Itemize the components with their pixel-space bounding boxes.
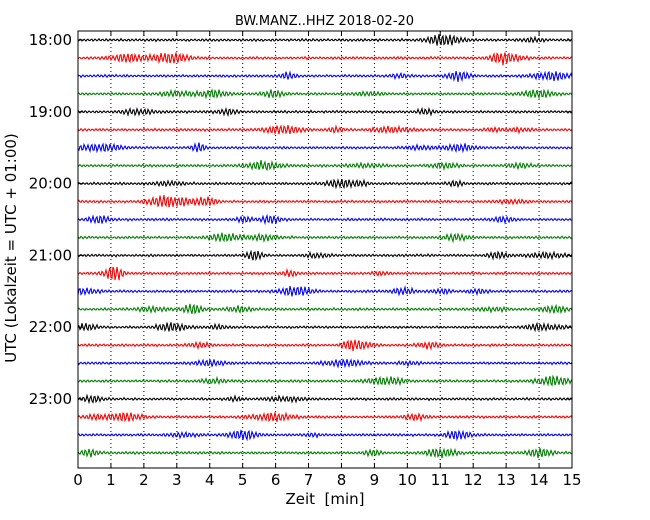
trace-2045 [77,232,573,244]
trace-1945 [77,159,573,172]
traces [77,34,573,459]
x-tick-label-9: 9 [370,471,380,489]
trace-2015 [77,195,573,208]
trace-2115 [77,266,573,281]
trace-2000 [77,177,573,190]
x-tick-label-1: 1 [106,471,116,489]
x-tick-label-2: 2 [139,471,149,489]
x-tick-label-15: 15 [562,471,581,489]
trace-2315 [77,411,573,423]
trace-1830 [77,70,573,83]
y-tick-label-1800: 18:00 [29,31,72,49]
grid-lines [110,31,540,468]
x-tick-labels: 0 1 2 3 4 5 6 7 8 9 10 11 12 13 14 15 [73,471,581,489]
x-tick-label-10: 10 [398,471,417,489]
x-tick-label-12: 12 [464,471,483,489]
trace-2330 [77,429,573,442]
y-axis-label: UTC (Lokalzeit = UTC + 01:00) [2,133,20,363]
y-tick-label-2000: 20:00 [29,175,72,193]
trace-1800 [77,34,573,46]
x-tick-label-4: 4 [205,471,215,489]
x-tick-label-14: 14 [530,471,549,489]
x-tick-label-3: 3 [172,471,182,489]
chart-title: BW.MANZ..HHZ 2018-02-20 [235,14,414,29]
trace-2200 [77,321,573,333]
x-tick-label-8: 8 [337,471,347,489]
plot-frame [77,30,573,469]
trace-2030 [77,213,573,226]
trace-2130 [77,285,573,297]
y-tick-label-2100: 21:00 [29,246,72,264]
trace-2145 [77,303,573,315]
x-tick-label-7: 7 [304,471,314,489]
trace-2100 [77,249,573,262]
trace-1815 [77,51,573,66]
trace-1930 [77,141,573,154]
y-tick-label-2300: 23:00 [29,390,72,408]
y-tick-label-1900: 19:00 [29,103,72,121]
trace-2300 [77,393,573,405]
trace-1845 [77,88,573,100]
trace-2345 [77,447,573,459]
x-tick-label-0: 0 [73,471,83,489]
x-tick-label-6: 6 [271,471,281,489]
x-tick-label-13: 13 [497,471,516,489]
axis-ticks [77,31,573,468]
trace-2215 [77,339,573,352]
y-tick-label-2200: 22:00 [29,318,72,336]
trace-2245 [77,374,573,387]
x-axis-label: Zeit [min] [285,490,364,508]
y-tick-labels: 18:00 19:00 20:00 21:00 22:00 23:00 [29,31,72,408]
x-tick-label-11: 11 [431,471,450,489]
trace-2230 [77,358,573,369]
trace-1915 [77,124,573,136]
trace-1900 [77,106,573,118]
x-tick-label-5: 5 [238,471,248,489]
